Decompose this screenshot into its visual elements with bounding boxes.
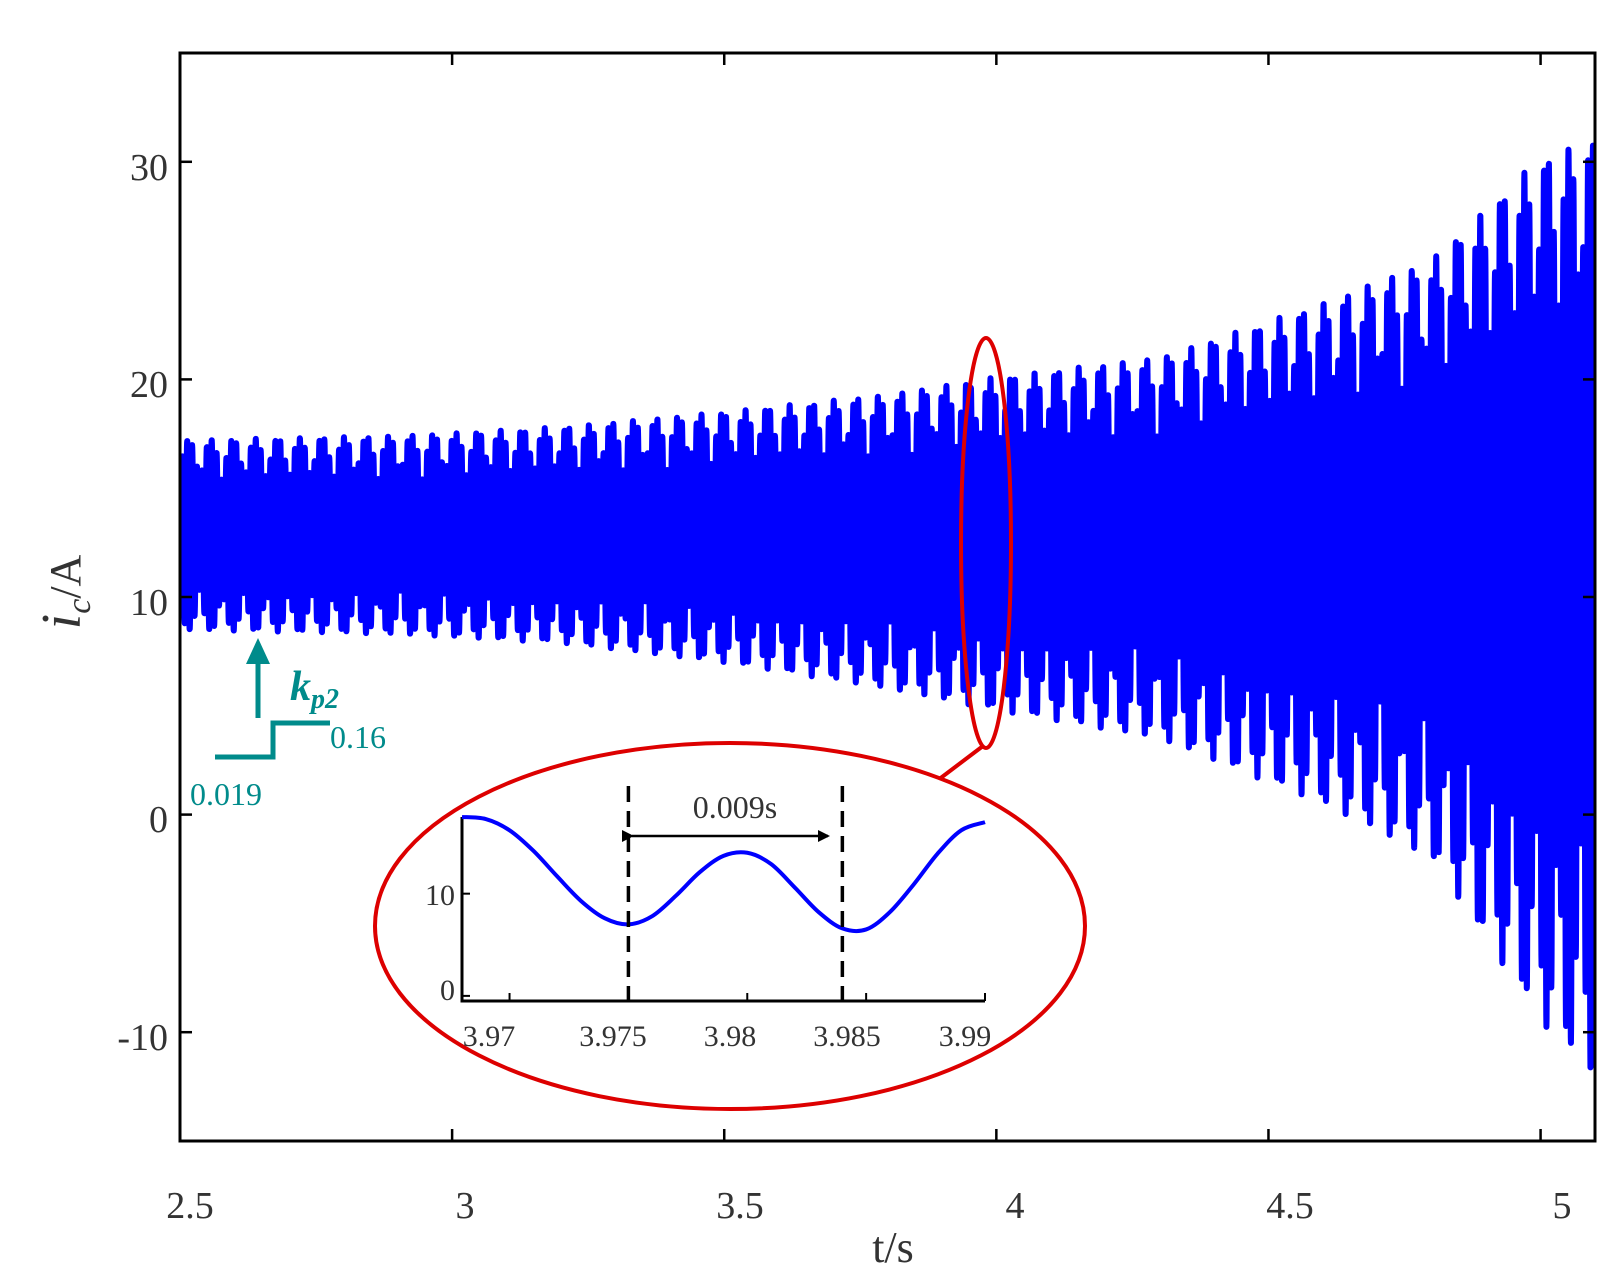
kp2-step-annotation: kp2 0.16 0.019 xyxy=(190,638,386,812)
inset-plot: 0.009s 3.97 3.975 3.98 3.985 3.99 0 10 xyxy=(425,786,991,1053)
kp2-high-value: 0.16 xyxy=(330,719,386,755)
zoom-pointer-arrow xyxy=(938,744,985,780)
y-axis-unit: /A xyxy=(41,554,90,598)
inset-axes xyxy=(460,817,985,1003)
inset-x-tick-label: 3.99 xyxy=(939,1020,992,1053)
kp2-label: kp2 xyxy=(290,664,339,715)
period-markers xyxy=(626,786,845,1001)
inset-y-tick-labels: 0 10 xyxy=(425,879,455,1007)
inset-outline xyxy=(373,741,1087,1111)
inset-signal-line xyxy=(461,815,986,934)
kp2-step-line xyxy=(215,720,330,760)
x-tick-label: 2.5 xyxy=(166,1185,214,1227)
main-axis-ticks xyxy=(178,53,1595,1141)
y-tick-label: -10 xyxy=(117,1017,168,1059)
inset-x-tick-label: 3.97 xyxy=(463,1020,516,1053)
x-tick-label: 3.5 xyxy=(716,1185,764,1227)
y-axis-subscript: c xyxy=(61,599,98,614)
x-tick-label: 4 xyxy=(1006,1185,1025,1227)
zoom-region-highlight xyxy=(959,336,1013,750)
kp2-low-value: 0.019 xyxy=(190,776,262,812)
inset-x-tick-labels: 3.97 3.975 3.98 3.985 3.99 xyxy=(463,1020,992,1053)
y-tick-label: 10 xyxy=(130,582,168,624)
current-signal-path xyxy=(180,142,1595,1071)
inset-x-tick-label: 3.985 xyxy=(813,1020,881,1053)
y-tick-label: 20 xyxy=(130,364,168,406)
kp2-arrow-head xyxy=(246,638,270,664)
x-tick-label: 5 xyxy=(1553,1185,1572,1227)
y-axis-symbol: i xyxy=(31,614,93,630)
period-interval-label: 0.009s xyxy=(693,789,777,825)
current-signal-line xyxy=(180,142,1595,1071)
main-x-tick-labels: 2.5 3 3.5 4 4.5 5 xyxy=(166,1185,1571,1227)
x-tick-label: 3 xyxy=(456,1185,475,1227)
x-tick-label: 4.5 xyxy=(1266,1185,1314,1227)
y-tick-label: 30 xyxy=(130,147,168,189)
main-y-tick-labels: -10 0 10 20 30 xyxy=(117,147,168,1059)
inset-x-tick-label: 3.98 xyxy=(704,1020,757,1053)
inset-y-tick-label: 0 xyxy=(440,974,455,1007)
x-axis-title: t/s xyxy=(872,1223,914,1272)
inset-x-tick-label: 3.975 xyxy=(579,1020,647,1053)
inset-y-tick-label: 10 xyxy=(425,879,455,912)
y-axis-title: ic/A xyxy=(31,554,98,629)
y-tick-label: 0 xyxy=(149,799,168,841)
